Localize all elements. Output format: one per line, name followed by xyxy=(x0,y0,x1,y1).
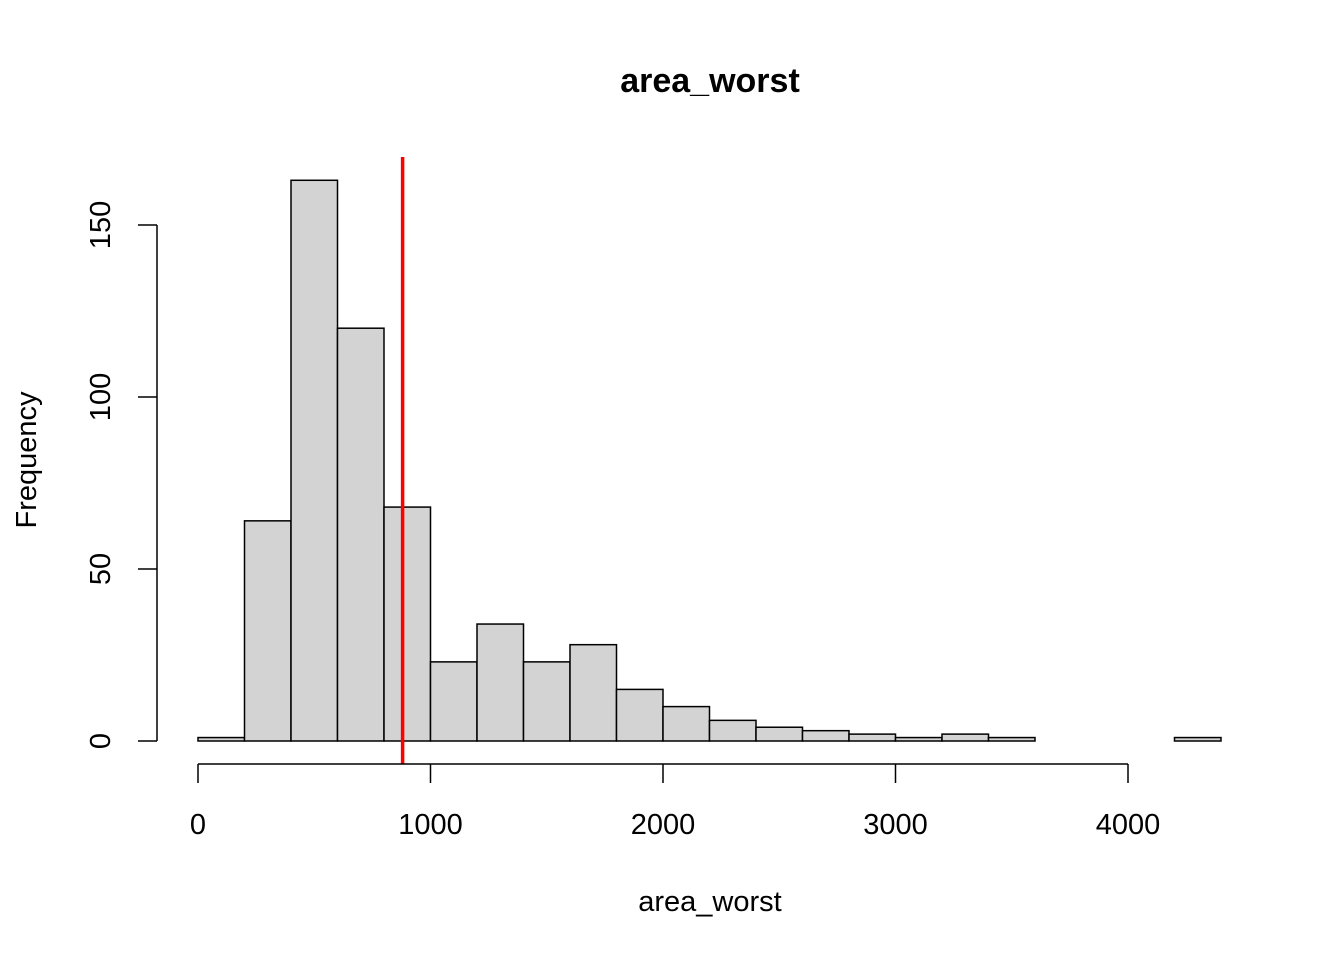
histogram-bar xyxy=(476,623,525,742)
histogram-bar xyxy=(569,643,618,742)
x-tick-label: 3000 xyxy=(863,809,928,841)
histogram-bar xyxy=(755,726,804,742)
histogram-bar xyxy=(336,327,385,742)
x-tick-label: 4000 xyxy=(1096,809,1161,841)
x-tick-label: 1000 xyxy=(398,809,463,841)
histogram-bar xyxy=(522,661,571,742)
histogram-bar xyxy=(429,661,478,742)
histogram-bar xyxy=(987,736,1036,742)
histogram-bar xyxy=(662,705,711,742)
histogram-bar xyxy=(290,179,339,742)
histogram-bar xyxy=(615,688,664,742)
histogram-bar xyxy=(894,736,943,742)
y-tick-label: 50 xyxy=(85,553,117,585)
x-tick-label: 0 xyxy=(190,809,206,841)
y-tick-label: 0 xyxy=(85,733,117,749)
histogram-bar xyxy=(708,719,757,742)
y-tick-label: 100 xyxy=(85,373,117,421)
histogram-bar xyxy=(801,729,850,742)
histogram-bar xyxy=(243,520,292,742)
x-tick-label: 2000 xyxy=(631,809,696,841)
histogram-bar xyxy=(941,733,990,742)
x-axis-label: area_worst xyxy=(638,886,781,918)
y-axis: 0 50 100 150 xyxy=(85,201,158,749)
histogram-bar xyxy=(848,733,897,742)
y-tick-label: 150 xyxy=(85,201,117,249)
x-axis: 0 1000 2000 3000 4000 xyxy=(190,763,1161,841)
histogram-bar xyxy=(1173,736,1222,742)
y-axis-label: Frequency xyxy=(11,391,43,529)
histogram-bar xyxy=(197,736,246,742)
histogram-bar xyxy=(383,506,432,742)
histogram-bars xyxy=(197,179,1222,742)
chart-title: area_worst xyxy=(620,62,800,100)
